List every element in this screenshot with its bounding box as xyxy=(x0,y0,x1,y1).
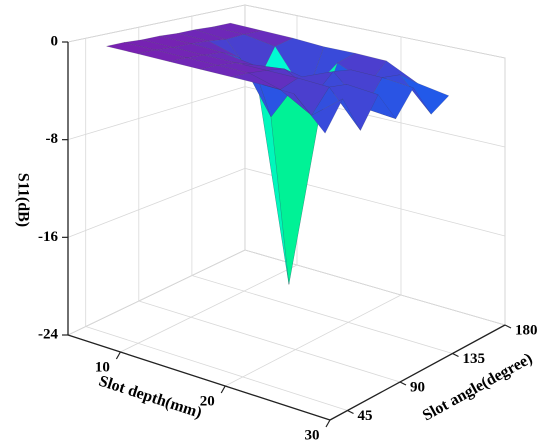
z-tick-label: 0 xyxy=(51,33,59,49)
y-tick-label: 180 xyxy=(515,322,538,338)
z-axis-title: S11(dB) xyxy=(14,173,31,227)
y-axis xyxy=(329,324,506,421)
grid-line xyxy=(191,275,453,354)
x-axis xyxy=(67,334,331,421)
y-tick xyxy=(347,409,354,415)
grid-line xyxy=(67,249,246,336)
z-tick-label: -16 xyxy=(38,229,58,245)
grid-line xyxy=(138,300,401,383)
y-tick xyxy=(399,381,407,386)
z-tick-label: -8 xyxy=(46,131,59,147)
grid-line xyxy=(225,294,402,387)
grid-line xyxy=(85,326,348,411)
grid-line xyxy=(67,4,246,43)
y-tick-label: 135 xyxy=(463,351,486,367)
surface-cell xyxy=(399,74,450,115)
surface-cell xyxy=(293,93,344,134)
x-axis-title: Slot depth(mm) xyxy=(97,373,204,422)
x-tick-label: 10 xyxy=(95,359,110,375)
x-tick xyxy=(115,351,121,360)
x-tick-label: 20 xyxy=(200,393,215,409)
grid-line xyxy=(67,167,246,238)
grid-line xyxy=(67,86,246,141)
grid-line xyxy=(244,4,506,59)
y-tick-label: 90 xyxy=(410,379,425,395)
z-tick-label: -24 xyxy=(38,326,58,342)
y-tick xyxy=(452,352,459,358)
x-tick-label: 30 xyxy=(305,427,320,440)
x-tick xyxy=(325,419,331,428)
x-tick xyxy=(220,385,226,394)
grid-line xyxy=(120,264,298,353)
y-tick xyxy=(504,324,512,329)
y-tick-label: 45 xyxy=(358,408,373,424)
